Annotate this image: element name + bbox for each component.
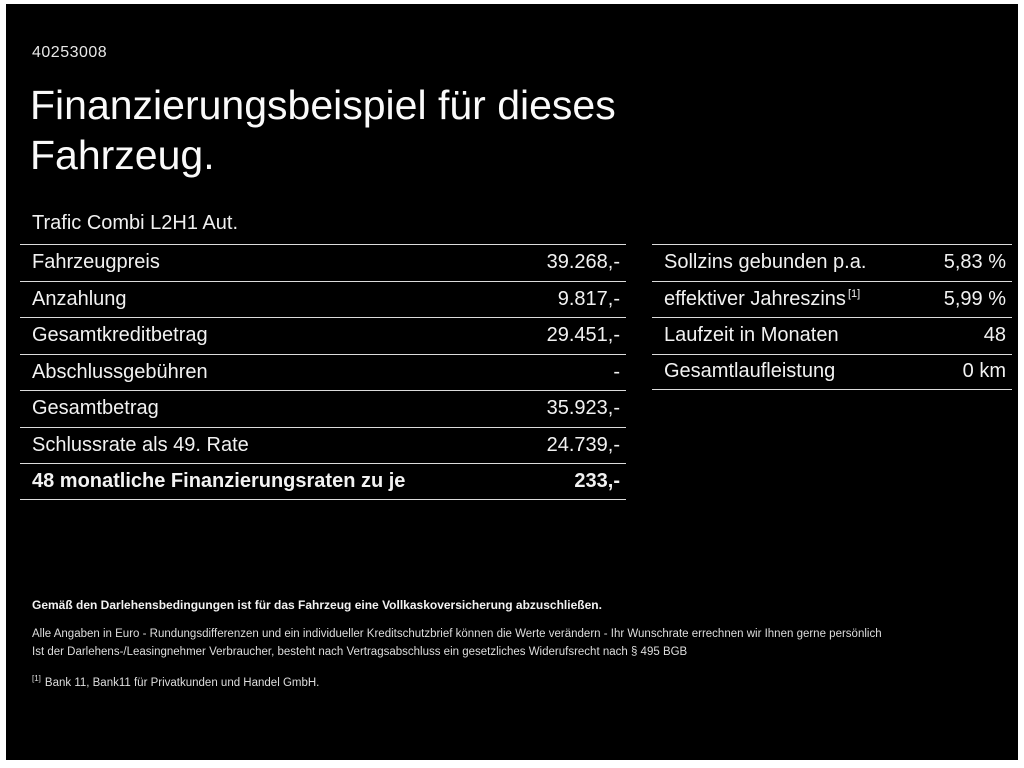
row-label: Gesamtbetrag — [32, 397, 159, 420]
row-value: 233,- — [574, 469, 620, 492]
page-title: Finanzierungsbeispiel für dieses Fahrzeu… — [30, 82, 616, 179]
insurance-requirement-note: Gemäß den Darlehensbedingungen ist für d… — [32, 598, 602, 612]
row-label: effektiver Jahreszins [1] — [664, 287, 861, 310]
row-value: 5,83 % — [943, 251, 1006, 274]
table-row: Sollzins gebunden p.a. 5,83 % — [652, 244, 1012, 281]
disclaimer-line-2: Ist der Darlehens-/Leasingnehmer Verbrau… — [32, 645, 688, 658]
row-value: 24.739,- — [546, 433, 620, 456]
footnote-text: Bank 11, Bank11 für Privatkunden und Han… — [44, 676, 320, 689]
row-label: Laufzeit in Monaten — [664, 324, 839, 347]
document-id: 40253008 — [32, 44, 108, 61]
legal-footer: Gemäß den Darlehensbedingungen ist für d… — [32, 598, 992, 688]
table-row: Laufzeit in Monaten 48 — [652, 317, 1012, 354]
financing-example-page: 40253008 Finanzierungsbeispiel für diese… — [6, 4, 1018, 760]
table-row: Gesamtlaufleistung 0 km — [652, 353, 1012, 390]
row-value: 48 — [983, 324, 1006, 347]
row-value: - — [613, 360, 620, 383]
row-value: 0 km — [962, 360, 1006, 383]
row-value: 9.817,- — [557, 287, 620, 310]
row-label: Anzahlung — [32, 287, 127, 310]
table-row: Anzahlung 9.817,- — [20, 280, 626, 318]
table-row: Fahrzeugpreis 39.268,- — [20, 244, 626, 281]
disclaimer-line-1: Alle Angaben in Euro - Rundungsdifferenz… — [32, 628, 882, 640]
row-value: 29.451,- — [546, 324, 620, 347]
footnote-marker: [1] — [32, 673, 41, 683]
table-row: Abschlussgebühren - — [20, 353, 626, 391]
table-row: effektiver Jahreszins [1] 5,99 % — [652, 280, 1012, 318]
vehicle-model: Trafic Combi L2H1 Aut. — [32, 212, 239, 234]
row-label: Fahrzeugpreis — [32, 251, 160, 274]
table-row: Schlussrate als 49. Rate 24.739,- — [20, 426, 626, 464]
table-row: Gesamtbetrag 35.923,- — [20, 390, 626, 427]
row-label: 48 monatliche Finanzierungsraten zu je — [32, 469, 406, 492]
page-content: 40253008 Finanzierungsbeispiel für diese… — [6, 4, 1018, 760]
footnote-reference: [1] — [847, 288, 861, 301]
row-label: Gesamtkreditbetrag — [32, 324, 208, 347]
table-row-monthly-rate: 48 monatliche Finanzierungsraten zu je 2… — [20, 463, 626, 500]
finance-table-left: Fahrzeugpreis 39.268,- Anzahlung 9.817,-… — [20, 244, 626, 500]
finance-table-right: Sollzins gebunden p.a. 5,83 % effektiver… — [652, 244, 1012, 390]
row-label: Abschlussgebühren — [32, 360, 208, 383]
row-label: Sollzins gebunden p.a. — [664, 251, 867, 274]
row-value: 35.923,- — [546, 397, 620, 420]
row-label: Schlussrate als 49. Rate — [32, 433, 249, 456]
row-label: Gesamtlaufleistung — [664, 360, 836, 383]
row-value: 5,99 % — [943, 287, 1006, 310]
footnote: [1] Bank 11, Bank11 für Privatkunden und … — [32, 674, 992, 689]
row-value: 39.268,- — [546, 251, 620, 274]
table-row: Gesamtkreditbetrag 29.451,- — [20, 317, 626, 354]
